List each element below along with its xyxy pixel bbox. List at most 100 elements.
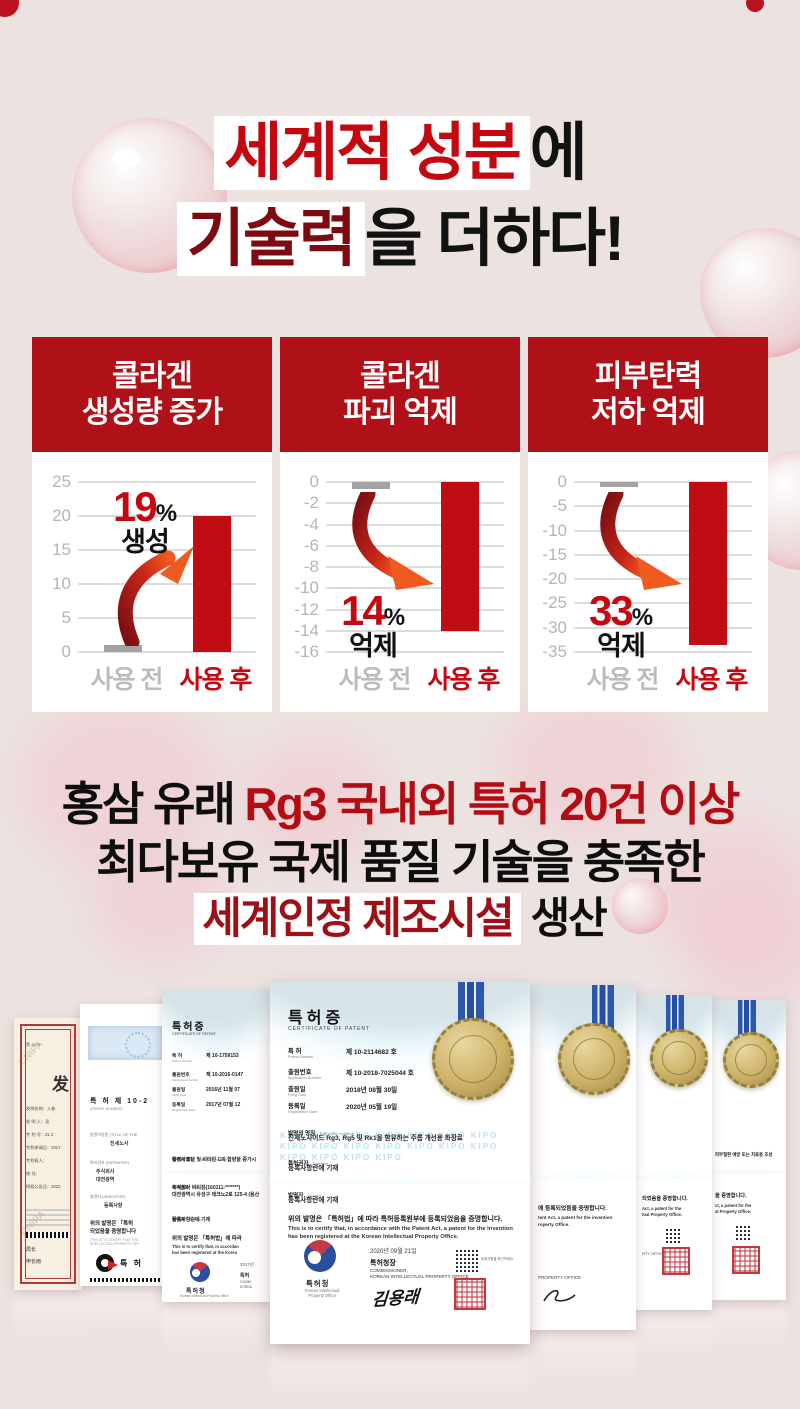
gold-medal-seal xyxy=(650,1029,708,1087)
gridline xyxy=(78,481,256,483)
gold-medal-seal xyxy=(432,1018,514,1100)
gridline xyxy=(326,481,504,483)
gridline xyxy=(574,626,752,629)
cert-field-row: 专利申请日：2017 xyxy=(26,1145,61,1150)
cert-field-row: 등록일 Registration Date 2020년 05월 19일 xyxy=(288,1103,398,1114)
bubble-fragment xyxy=(746,0,764,12)
commissioner-signature: 김용래 xyxy=(371,1287,420,1310)
patent-certificate-china: CNIPA CNIPA 第 4679 发 发明名称：人参发 明 人：吴专 利 号… xyxy=(14,1018,82,1290)
cert-subheading: CERTIFICATE OF PATENT xyxy=(288,1026,371,1032)
y-axis-tick: -16 xyxy=(294,642,319,661)
gridline xyxy=(574,481,752,483)
patent-certificate-kr-old: 특 허 제 10-2 (PATENT NUMBER) 발명의명칭 (TITLE … xyxy=(80,1004,170,1286)
soft-blob xyxy=(240,740,390,870)
cert-subheading: CERTIFICATE OF PATENT xyxy=(172,1032,216,1036)
claim-line2: 최다보유 국제 품질 기술을 충족한 xyxy=(96,836,706,888)
x-label-after: 사용 후 xyxy=(179,666,252,694)
gridline xyxy=(326,629,504,632)
qr-code xyxy=(736,1224,752,1240)
y-axis-tick: -2 xyxy=(303,493,319,513)
x-axis-labels: 사용 전 사용 후 xyxy=(574,660,752,694)
gridline xyxy=(78,515,256,517)
cert-number: 第 4679 xyxy=(26,1042,41,1047)
up-arrow-icon xyxy=(117,546,194,646)
ribbon xyxy=(666,995,684,1037)
headline-line2: 기술력 을 더하다! xyxy=(0,202,800,276)
claim-line1: 홍삼 유래 Rg3 국내외 특허 20건 이상 xyxy=(0,768,800,834)
y-axis-tick: -8 xyxy=(303,557,319,576)
kipo-old-logo-text: 특 허 xyxy=(120,1259,143,1268)
kipo-logo xyxy=(190,1262,210,1282)
cert-field-row: 등록일 Registration Date 2017년 07월 12 xyxy=(172,1102,241,1112)
y-axis-tick: -20 xyxy=(542,569,567,589)
cert-statement: 위의 발명은 「특허 되었음을 증명합니다 xyxy=(90,1221,137,1235)
cert-field-row: 专利权人： xyxy=(26,1158,47,1163)
cert-field-row: 发 明 人：吴 xyxy=(26,1119,50,1124)
commissioner-title: 특허청장 xyxy=(370,1260,396,1267)
gridline xyxy=(326,502,504,505)
cert-field-row: 특 허 Patent Number 제 10-2114682 호 xyxy=(288,1048,397,1059)
y-axis-tick: -6 xyxy=(303,535,319,555)
patent-number-en: (PATENT NUMBER) xyxy=(90,1107,123,1111)
qr-code xyxy=(666,1227,682,1243)
gold-medal-seal xyxy=(558,1023,630,1095)
gold-medal-seal xyxy=(723,1032,779,1088)
gridline xyxy=(326,523,504,526)
ribbon xyxy=(738,1000,756,1040)
patent-certificate-right-1: 에 등록되었음을 증명합니다. tent Act, a patent for t… xyxy=(530,985,636,1330)
claim1-red: Rg3 국내외 특허 20건 이상 xyxy=(244,778,741,830)
headline-line1: 세계적 성분 에 xyxy=(0,116,800,190)
y-axis-tick: -30 xyxy=(542,617,567,637)
barcode xyxy=(26,1232,70,1238)
gridline xyxy=(326,566,504,568)
ribbon xyxy=(592,985,614,1033)
cert-field-row: 출원번호 Application Number 제 10-2018-7025044 … xyxy=(288,1069,414,1080)
commissioner-cn-name: 申长雨 xyxy=(26,1259,42,1265)
bar-before-use xyxy=(103,645,142,652)
y-axis-tick: -35 xyxy=(542,642,567,661)
cert-field-row: 특 허 Patent Number 제 10-1759153 xyxy=(172,1053,239,1063)
kipo-old-logo xyxy=(96,1254,118,1272)
bubble xyxy=(700,228,800,358)
office-fragment: PROPERTY OFFICE xyxy=(538,1275,582,1280)
gridline xyxy=(574,553,752,556)
y-axis-tick: 25 xyxy=(52,472,71,491)
y-axis-tick: -10 xyxy=(542,520,567,540)
stat-card-title: 콜라겐 파괴 억제 xyxy=(280,337,520,452)
red-seal-stamp xyxy=(732,1246,760,1274)
gridline xyxy=(78,651,256,653)
bar-chart-collagen-breakdown: 0 -2 -4 -6 -8 -10 -12 -14 -16 xyxy=(280,473,504,661)
gridline xyxy=(574,505,752,508)
cert-field-row: 授权公告日：2022 xyxy=(26,1184,61,1189)
y-axis-tick: -25 xyxy=(542,593,567,613)
claim3-red: 세계인정 제조시설 xyxy=(194,893,521,945)
x-axis-labels: 사용 전 사용 후 xyxy=(78,660,256,694)
cert-field-row: 출원일 Filing Date 2016년 11월 07 xyxy=(172,1087,240,1097)
cert-field-row: 출원일 Filing Date 2018년 08월 30일 xyxy=(288,1086,398,1097)
gridline xyxy=(326,608,504,611)
soft-blob xyxy=(20,700,220,870)
commissioner-cn: 局长 xyxy=(26,1247,37,1253)
kipo-office-ko: 특허청 xyxy=(306,1279,330,1288)
cert-field-row: 출원번호 Application Number 제 10-2016-0147 xyxy=(172,1072,244,1082)
down-arrow-icon xyxy=(600,492,682,590)
gridline xyxy=(78,617,256,619)
down-arrow-icon xyxy=(352,492,434,590)
y-axis-tick: -15 xyxy=(542,544,567,564)
y-axis-tick: -5 xyxy=(551,496,567,516)
bar-after-use xyxy=(440,482,479,631)
headline-highlight-2: 기술력 xyxy=(176,202,365,276)
claim-line3: 세계인정 제조시설 생산 xyxy=(0,884,800,946)
stat-card-title: 피부탄력 저하 억제 xyxy=(528,337,768,452)
cert-heading: 특허증 xyxy=(288,1010,345,1027)
bar-before-use xyxy=(599,482,638,487)
soft-blob xyxy=(690,900,800,1010)
x-label-after: 사용 후 xyxy=(427,666,500,694)
headline-highlight-1: 세계적 성분 xyxy=(214,116,530,190)
claim3-black: 생산 xyxy=(520,895,608,943)
cert-field-row: 专 利 号：ZL 2 xyxy=(26,1132,54,1137)
y-axis-tick: -10 xyxy=(294,578,319,598)
soft-blob xyxy=(500,690,680,840)
stat-card-collagen-breakdown: 콜라겐 파괴 억제 0 -2 -4 -6 -8 -10 -12 -14 -16 14% 억제 사용… xyxy=(280,337,520,712)
